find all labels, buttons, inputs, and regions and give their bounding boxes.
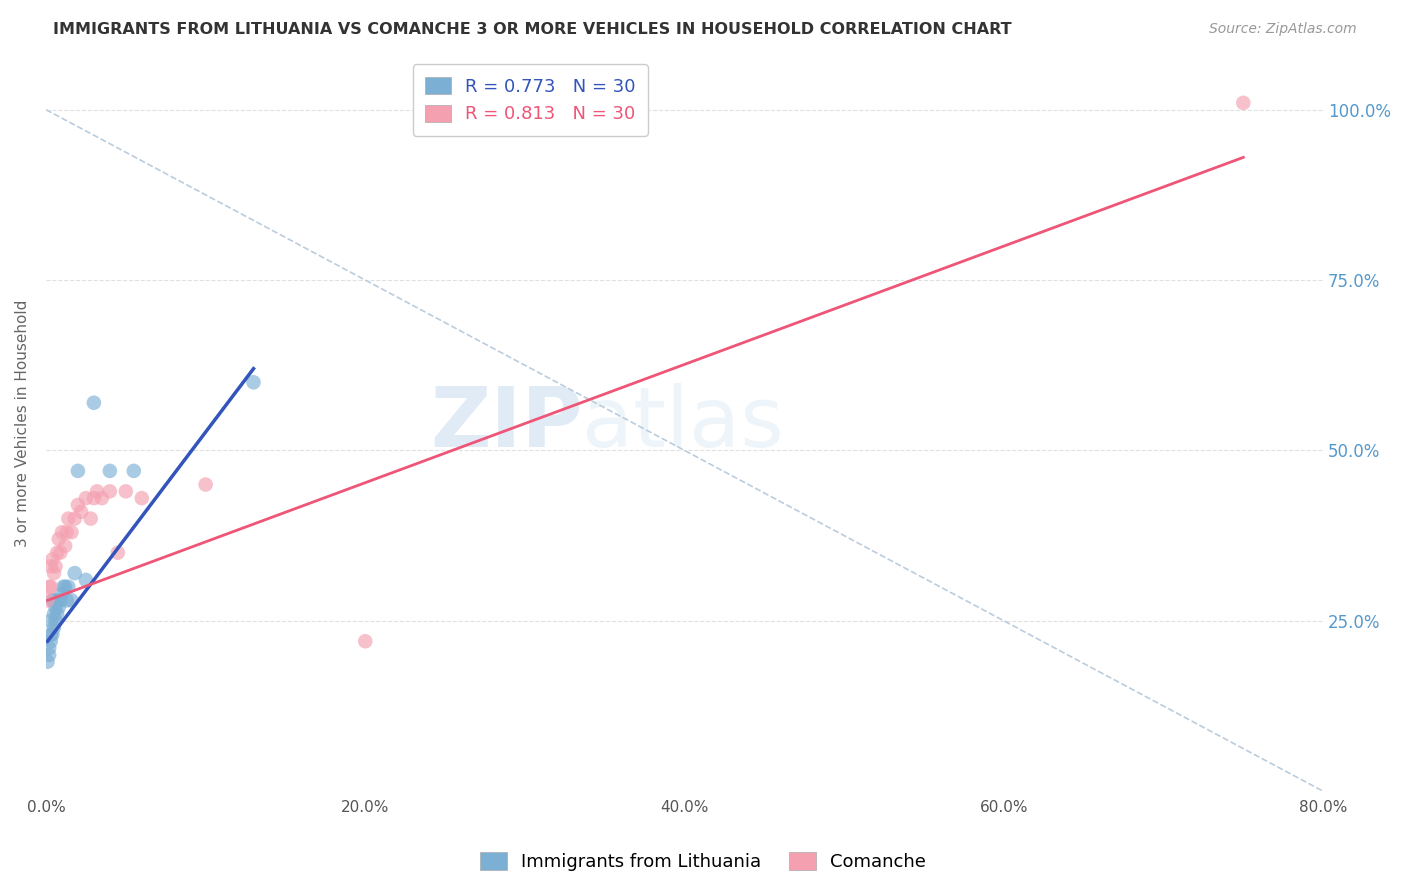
Point [42, 621, 65, 635]
Legend: Immigrants from Lithuania, Comanche: Immigrants from Lithuania, Comanche [472, 846, 934, 879]
Point [66, 498, 89, 512]
Point [39, 627, 62, 641]
Point [63, 566, 86, 581]
Point [83, 491, 105, 505]
Point [90, 491, 112, 505]
Point [46, 593, 69, 607]
Point [131, 491, 153, 505]
Point [38, 641, 60, 656]
Point [49, 546, 72, 560]
Point [39, 634, 62, 648]
Point [39, 614, 62, 628]
Point [70, 505, 93, 519]
Y-axis label: 3 or more Vehicles in Household: 3 or more Vehicles in Household [15, 300, 30, 547]
Point [60, 593, 83, 607]
Point [46, 607, 69, 621]
Point [38, 580, 60, 594]
Point [66, 464, 89, 478]
Point [42, 593, 65, 607]
Point [48, 600, 70, 615]
Point [41, 552, 63, 566]
Point [52, 580, 75, 594]
Point [37, 593, 59, 607]
Point [39, 580, 62, 594]
Point [53, 539, 76, 553]
Point [60, 525, 83, 540]
Point [98, 464, 121, 478]
Point [75, 491, 97, 505]
Point [354, 634, 377, 648]
Point [45, 600, 67, 615]
Point [49, 593, 72, 607]
Point [41, 593, 63, 607]
Point [51, 525, 73, 540]
Point [79, 511, 101, 525]
Text: IMMIGRANTS FROM LITHUANIA VS COMANCHE 3 OR MORE VEHICLES IN HOUSEHOLD CORRELATIO: IMMIGRANTS FROM LITHUANIA VS COMANCHE 3 … [53, 22, 1012, 37]
Point [42, 607, 65, 621]
Point [1232, 95, 1254, 110]
Point [98, 484, 121, 499]
Point [107, 546, 129, 560]
Point [41, 627, 63, 641]
Text: ZIP: ZIP [430, 383, 582, 464]
Point [42, 566, 65, 581]
Point [63, 511, 86, 525]
Point [51, 586, 73, 600]
Point [58, 511, 80, 525]
Point [53, 580, 76, 594]
Point [48, 532, 70, 546]
Text: Source: ZipAtlas.com: Source: ZipAtlas.com [1209, 22, 1357, 37]
Point [58, 580, 80, 594]
Point [122, 464, 145, 478]
Point [45, 614, 67, 628]
Point [55, 525, 77, 540]
Text: atlas: atlas [582, 383, 785, 464]
Point [242, 376, 264, 390]
Point [86, 484, 108, 499]
Point [46, 546, 69, 560]
Point [83, 395, 105, 409]
Point [38, 648, 60, 662]
Point [39, 559, 62, 574]
Point [45, 559, 67, 574]
Legend: R = 0.773   N = 30, R = 0.813   N = 30: R = 0.773 N = 30, R = 0.813 N = 30 [412, 64, 648, 136]
Point [194, 477, 217, 491]
Point [75, 573, 97, 587]
Point [55, 593, 77, 607]
Point [114, 484, 136, 499]
Point [37, 655, 59, 669]
